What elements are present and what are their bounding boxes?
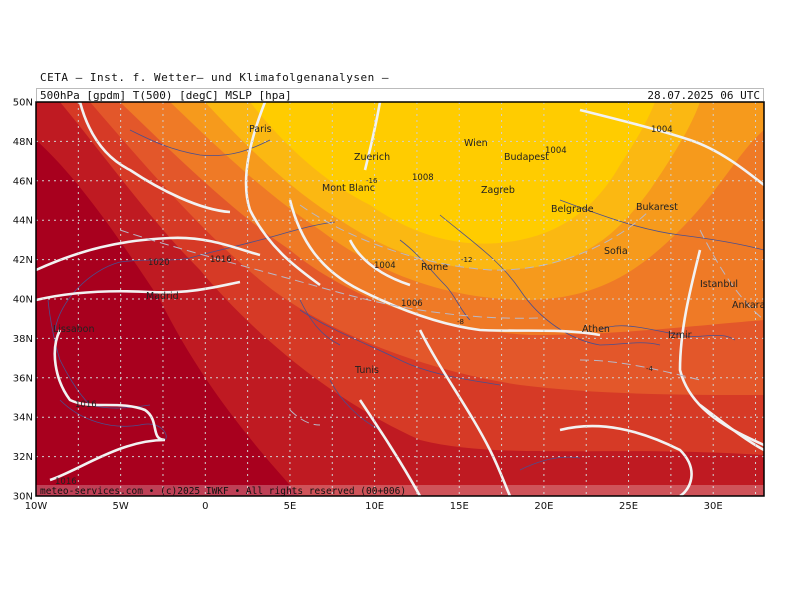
city-label: Zagreb	[481, 185, 515, 196]
temp-label: -4	[646, 365, 654, 373]
lon-tick-label: 30E	[704, 501, 723, 512]
city-label-mont-blanc: Mont Blanc	[322, 183, 375, 194]
city-label: Sofia	[604, 246, 628, 257]
lon-tick-label: 5W	[113, 501, 129, 512]
lat-tick-label: 34N	[13, 413, 33, 424]
isobar-label: 1004	[374, 261, 396, 271]
isobar-label: 1008	[412, 173, 434, 183]
isobar-label: 1020	[148, 258, 170, 268]
longitude-axis: 10W 5W 0 5E 10E 15E 20E 25E 30E	[25, 501, 723, 512]
city-label: Budapest	[504, 152, 549, 163]
lat-tick-label: 48N	[13, 137, 33, 148]
city-label: Bukarest	[636, 202, 678, 213]
isobars	[36, 102, 764, 496]
temp-label: -16	[366, 177, 378, 185]
isobar-label: 1016	[75, 400, 97, 410]
city-label: Tunis	[354, 365, 379, 376]
city-label: Athen	[582, 324, 610, 335]
city-label: Lissabon	[53, 324, 95, 335]
lon-tick-label: 10E	[365, 501, 384, 512]
footer-strip	[36, 485, 764, 496]
city-label: Izmir	[668, 330, 692, 341]
lat-lon-grid	[36, 102, 764, 496]
city-label: Belgrade	[551, 204, 594, 215]
lon-tick-label: 5E	[284, 501, 297, 512]
valid-time: 28.07.2025 06 UTC	[647, 89, 760, 102]
temp-label: -12	[461, 256, 472, 264]
temperature-field: Paris Zuerich Mont Blanc Wien Budapest Z…	[36, 102, 765, 497]
city-label: Madrid	[146, 291, 179, 302]
isobar-label: 1004	[545, 146, 567, 156]
lon-tick-label: 20E	[534, 501, 553, 512]
city-label: Ankara	[732, 300, 765, 311]
isobar-label: 1016	[55, 477, 77, 487]
lon-tick-label: 0	[202, 501, 208, 512]
city-label: Rome	[421, 262, 448, 273]
city-label: Istanbul	[700, 279, 738, 290]
lon-tick-label: 25E	[619, 501, 638, 512]
temp-contours	[119, 204, 764, 426]
temp-label: -8	[457, 318, 464, 326]
coastlines	[47, 129, 764, 471]
lat-tick-label: 38N	[13, 334, 33, 345]
parameter-label: 500hPa [gpdm] T(500) [degC] MSLP [hpa]	[40, 89, 292, 102]
latitude-axis: 50N 48N 46N 44N 42N 40N 38N 36N 34N 32N 30N	[13, 98, 33, 503]
isobar-label: 1016	[210, 255, 232, 265]
city-label: Wien	[464, 138, 488, 149]
city-labels: Paris Zuerich Mont Blanc Wien Budapest Z…	[53, 124, 765, 376]
lat-tick-label: 32N	[13, 452, 33, 463]
lat-tick-label: 40N	[13, 295, 33, 306]
lat-tick-label: 42N	[13, 255, 33, 266]
lat-tick-label: 36N	[13, 373, 33, 384]
lon-tick-label: 15E	[450, 501, 469, 512]
lat-tick-label: 30N	[13, 492, 33, 503]
city-label: Paris	[249, 124, 272, 135]
lat-tick-label: 46N	[13, 176, 33, 187]
isobar-value-labels: 1004 1004 1008 1016 1020 1004 1006 1016 …	[55, 125, 673, 487]
lon-tick-label: 10W	[25, 501, 48, 512]
copyright-footer: meteo-services.com • (c)2025 IWKF • All …	[40, 486, 406, 497]
institute-title: CETA – Inst. f. Wetter– und Klimafolgena…	[40, 71, 390, 84]
isobar-label: 1004	[651, 125, 673, 135]
lat-tick-label: 50N	[13, 98, 33, 109]
isobar-label: 1006	[401, 299, 423, 309]
temp-band-core	[250, 102, 655, 244]
city-label: Zuerich	[354, 152, 390, 163]
map-frame	[35, 101, 765, 497]
lat-tick-label: 44N	[13, 216, 33, 227]
parameter-bar: 500hPa [gpdm] T(500) [degC] MSLP [hpa] 2…	[36, 88, 764, 102]
